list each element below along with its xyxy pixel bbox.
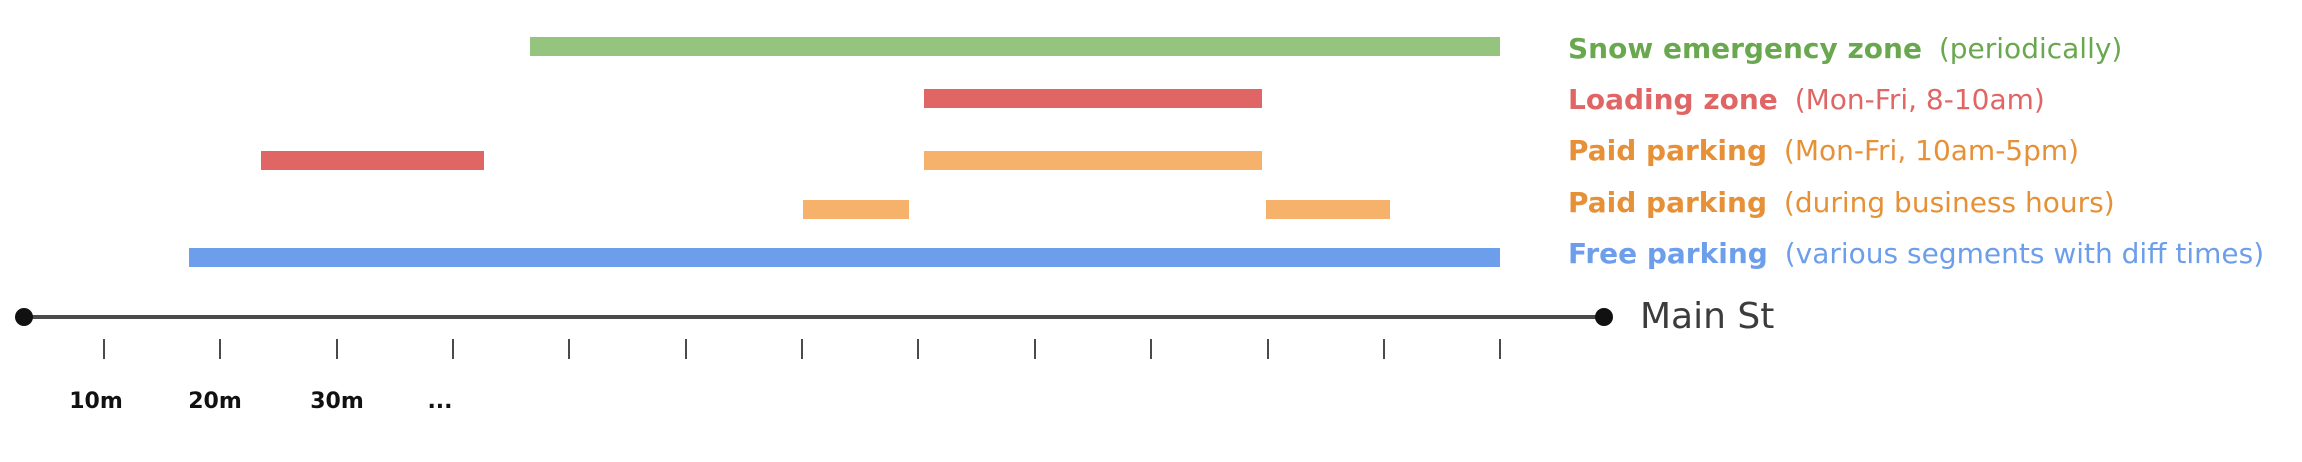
legend-paid-weekday-detail: (Mon-Fri, 10am-5pm) — [1784, 134, 2079, 167]
tick-label-10m: 10m — [69, 389, 123, 414]
street-axis: Main St — [15, 296, 1774, 337]
legend-paid-business-label: Paid parking — [1568, 186, 1767, 219]
street-name-label: Main St — [1640, 296, 1774, 337]
legend-snow-detail: (periodically) — [1939, 32, 2123, 65]
legend: Snow emergency zone (periodically) Loadi… — [1568, 32, 2264, 270]
legend-paid-weekday-label: Paid parking — [1568, 134, 1767, 167]
snow-emergency-bar — [530, 37, 1500, 56]
paid-parking-business-bar-right — [1266, 200, 1390, 219]
tick-label-20m: 20m — [188, 389, 242, 414]
legend-loading-detail: (Mon-Fri, 8-10am) — [1795, 83, 2045, 116]
legend-item-paid-weekday: Paid parking (Mon-Fri, 10am-5pm) — [1568, 134, 2079, 167]
legend-loading-label: Loading zone — [1568, 83, 1778, 116]
legend-snow-label: Snow emergency zone — [1568, 32, 1922, 65]
legend-item-paid-business: Paid parking (during business hours) — [1568, 186, 2115, 219]
legend-free-detail: (various segments with diff times) — [1785, 237, 2264, 270]
paid-parking-weekday-bar — [924, 151, 1262, 170]
street-start-dot — [15, 308, 33, 326]
legend-paid-business-detail: (during business hours) — [1784, 186, 2115, 219]
tick-label-ellipsis: ... — [427, 389, 452, 414]
axis-tick-labels: 10m 20m 30m ... — [69, 389, 452, 414]
street-end-dot — [1595, 308, 1613, 326]
legend-item-loading: Loading zone (Mon-Fri, 8-10am) — [1568, 83, 2045, 116]
zone-bars — [189, 37, 1500, 267]
axis-ticks — [103, 339, 1501, 359]
free-parking-bar — [189, 248, 1500, 267]
loading-zone-bar — [924, 89, 1262, 108]
legend-free-label: Free parking — [1568, 237, 1768, 270]
loading-zone-bar-left — [261, 151, 484, 170]
legend-item-free: Free parking (various segments with diff… — [1568, 237, 2264, 270]
tick-label-30m: 30m — [310, 389, 364, 414]
paid-parking-business-bar-left — [803, 200, 909, 219]
legend-item-snow: Snow emergency zone (periodically) — [1568, 32, 2122, 65]
